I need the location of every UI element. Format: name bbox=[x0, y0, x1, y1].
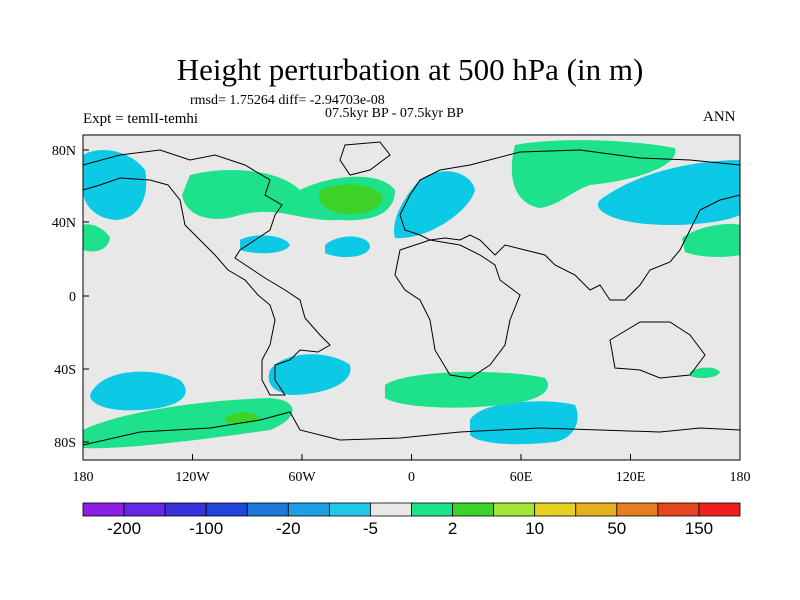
colorbar-swatch bbox=[657, 502, 700, 517]
neg-region-s-america bbox=[268, 354, 351, 395]
colorbar-swatch bbox=[164, 502, 207, 517]
colorbar-label: 2 bbox=[448, 519, 457, 538]
colorbar-swatch bbox=[493, 502, 536, 517]
neg-region-carib bbox=[240, 235, 290, 254]
lon-tick-label: 120E bbox=[616, 470, 646, 485]
coastline-layer bbox=[83, 141, 740, 446]
colorbar-swatch bbox=[246, 502, 289, 517]
lon-axis: 180 120W 60W 0 60E 120E 180 bbox=[73, 454, 751, 485]
lon-tick-label: 120W bbox=[175, 470, 210, 485]
coast-africa bbox=[394, 239, 521, 379]
neg-region-s-pacific bbox=[90, 371, 186, 411]
neg-region-na-pacific bbox=[83, 150, 147, 220]
colorbar-label: 150 bbox=[685, 519, 713, 538]
colorbar-label: -5 bbox=[363, 519, 378, 538]
neg-region-s-indian bbox=[470, 401, 578, 445]
neg-region-central-atl bbox=[325, 236, 370, 258]
lat-tick-label: 80N bbox=[52, 144, 76, 159]
colorbar-swatch bbox=[123, 502, 166, 517]
lon-tick-label: 0 bbox=[408, 470, 415, 485]
colorbar-swatch bbox=[287, 502, 330, 517]
colorbar-label: 50 bbox=[607, 519, 626, 538]
pos-region-w-atlantic-edge bbox=[83, 224, 110, 252]
pos-region-nw-pacific-2 bbox=[682, 223, 740, 257]
lat-tick-label: 40S bbox=[54, 363, 76, 378]
colorbar-label: -100 bbox=[189, 519, 223, 538]
stats-line: rmsd= 1.75264 diff= -2.94703e-08 bbox=[190, 93, 385, 108]
neg-region-nw-pacific bbox=[597, 160, 740, 226]
colorbar-swatch bbox=[370, 502, 412, 517]
colorbar-label: -20 bbox=[276, 519, 301, 538]
contour-fill-layer bbox=[83, 140, 740, 449]
colorbar-label: 10 bbox=[525, 519, 544, 538]
colorbar-swatch bbox=[575, 502, 618, 517]
colorbar-swatch bbox=[534, 502, 577, 517]
colorbar-swatch bbox=[698, 502, 741, 517]
map-frame bbox=[82, 134, 741, 461]
colorbar-swatch bbox=[328, 502, 371, 517]
lon-tick-label: 180 bbox=[73, 470, 94, 485]
lat-tick-label: 80S bbox=[54, 436, 76, 451]
coast-antarctica bbox=[83, 411, 740, 446]
coast-eurasia bbox=[399, 149, 740, 301]
experiment-label: Expt = temlI-temhi bbox=[83, 111, 199, 127]
colorbar-swatch bbox=[411, 502, 453, 517]
plot-title: Height perturbation at 500 hPa (in m) bbox=[176, 52, 644, 87]
lon-tick-label: 180 bbox=[730, 470, 751, 485]
lat-tick-label: 40N bbox=[52, 216, 76, 231]
lon-tick-label: 60W bbox=[288, 470, 316, 485]
colorbar-swatch bbox=[205, 502, 248, 517]
season-label: ANN bbox=[703, 109, 736, 125]
coast-australia bbox=[609, 321, 706, 379]
colorbar-swatch bbox=[616, 502, 659, 517]
colorbar: -200 -100 -20 -5 2 10 50 150 bbox=[82, 502, 741, 538]
pos-region-australia-s bbox=[690, 367, 720, 379]
colorbar-swatch bbox=[82, 502, 125, 517]
coast-north-america bbox=[83, 149, 331, 396]
lat-tick-label: 0 bbox=[69, 290, 76, 305]
pos-region-na-atlantic-core bbox=[318, 184, 383, 215]
lat-axis: 80N 40N 0 40S 80S bbox=[52, 144, 89, 451]
colorbar-swatch bbox=[452, 502, 495, 517]
subtitle: 07.5kyr BP - 07.5kyr BP bbox=[325, 106, 464, 121]
colorbar-label: -200 bbox=[107, 519, 141, 538]
pos-region-s-pacific-2 bbox=[83, 398, 293, 449]
coast-greenland bbox=[339, 141, 391, 176]
lon-tick-label: 60E bbox=[510, 470, 533, 485]
pos-region-s-atlantic bbox=[385, 371, 548, 408]
